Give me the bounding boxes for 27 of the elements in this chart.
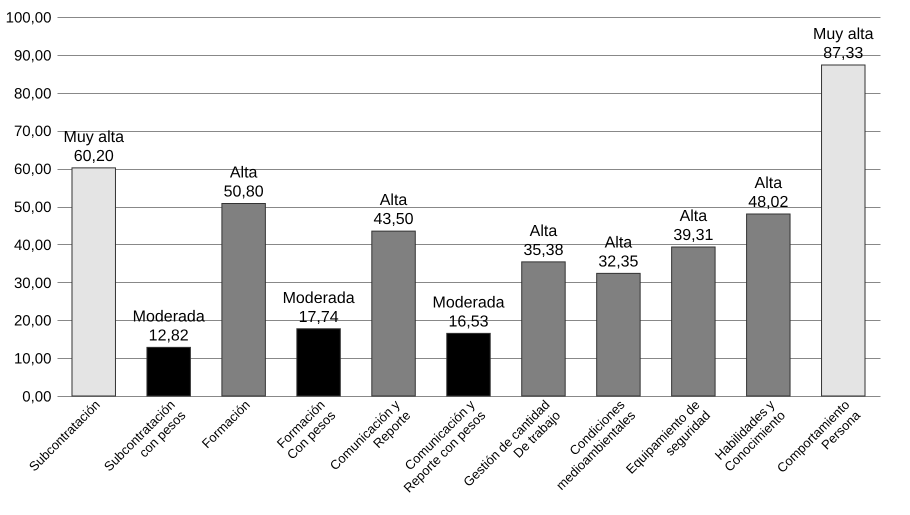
data-label: Alta 35,38 xyxy=(523,222,564,259)
data-label: Muy alta 87,33 xyxy=(813,26,874,62)
y-tick-label: 70,00 xyxy=(14,123,52,140)
bar xyxy=(446,332,491,396)
y-tick-label: 40,00 xyxy=(14,236,52,254)
data-label: Alta 43,50 xyxy=(374,192,414,228)
y-tick-label: 100,00 xyxy=(6,10,52,26)
y-tick-label: 30,00 xyxy=(14,274,52,292)
data-label: Alta 48,02 xyxy=(748,175,788,212)
y-tick-label: 20,00 xyxy=(14,312,52,330)
y-tick-label: 10,00 xyxy=(14,350,52,368)
data-label: Alta 32,35 xyxy=(598,234,639,270)
data-label: Alta 39,31 xyxy=(673,208,714,244)
bar xyxy=(821,64,866,396)
data-label: Moderada 17,74 xyxy=(282,290,355,326)
y-tick-label: 90,00 xyxy=(14,47,52,64)
data-label: Moderada 16,53 xyxy=(432,294,505,330)
bar xyxy=(296,328,341,396)
data-label: Alta 50,80 xyxy=(224,164,264,200)
y-tick-label: 0,00 xyxy=(22,388,52,406)
y-tick-label: 60,00 xyxy=(14,161,52,178)
bar xyxy=(146,346,191,396)
data-label: Muy alta 60,20 xyxy=(63,128,124,165)
y-tick-label: 50,00 xyxy=(14,199,52,216)
y-tick-label: 80,00 xyxy=(14,85,52,102)
bar xyxy=(71,167,116,396)
data-label: Moderada 12,82 xyxy=(132,308,205,344)
